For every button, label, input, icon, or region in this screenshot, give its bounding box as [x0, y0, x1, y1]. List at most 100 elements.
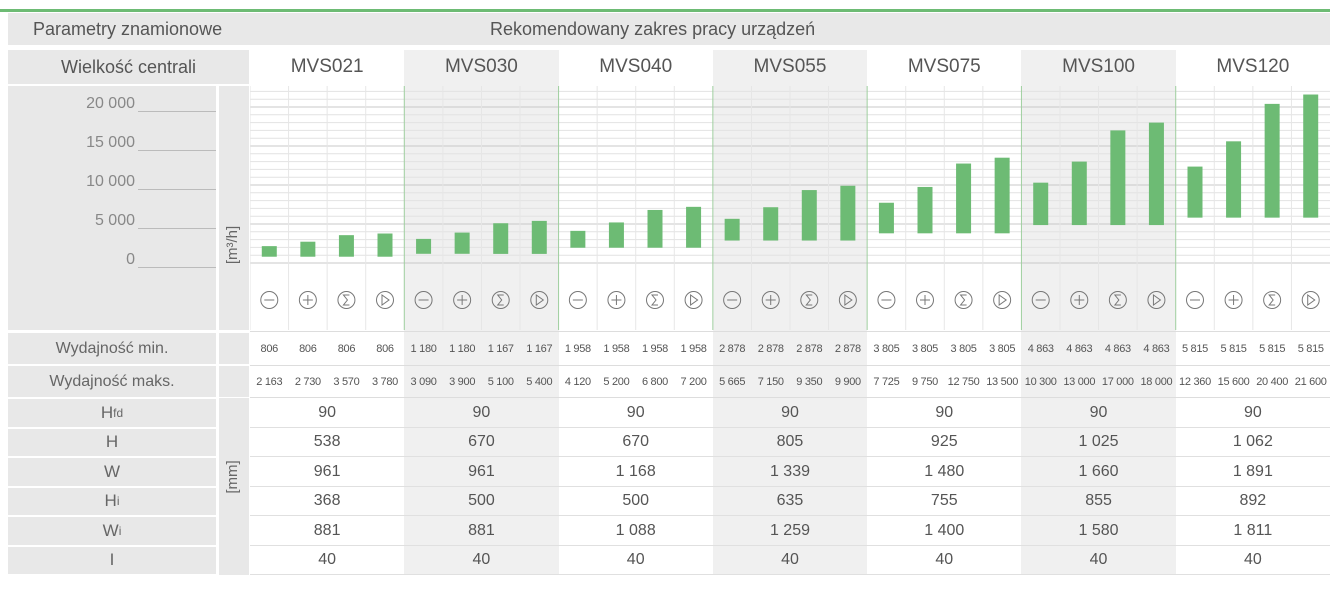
- y-tick-line: [138, 150, 216, 151]
- max-capacity-value: 3 900: [449, 375, 476, 388]
- dim-value: 961: [404, 457, 559, 487]
- min-capacity-value: 1 958: [603, 342, 630, 355]
- chart-unit-label: [m³/h]: [224, 225, 241, 265]
- header-left-title: Parametry znamionowe: [8, 13, 250, 45]
- minus-circle-icon: [1031, 291, 1050, 309]
- max-capacity-value: 5 200: [603, 375, 630, 388]
- min-capacity-value: 4 863: [1027, 342, 1054, 355]
- minus-circle-icon: [1186, 291, 1204, 309]
- dim-value: 368: [313, 492, 341, 510]
- dim-value: 90: [318, 403, 337, 421]
- minus-circle-icon: [414, 291, 433, 309]
- bar-MVS075-4: [994, 157, 1010, 234]
- min-capacity-value: 1 958: [641, 342, 668, 355]
- dim-value: 40: [626, 551, 645, 569]
- dims-unit-panel: [219, 398, 249, 575]
- max-capacity-value: 3 570: [333, 375, 360, 388]
- bar-MVS021-3: [338, 235, 354, 257]
- row-separator: [250, 331, 1330, 332]
- row-separator: [250, 544, 1330, 546]
- model-header: MVS055: [753, 56, 827, 77]
- model-header: MVS100: [1062, 56, 1135, 77]
- dim-value: 1 580: [1021, 516, 1176, 546]
- dim-value: 1 088: [615, 521, 656, 539]
- minus-circle-icon: [877, 291, 896, 309]
- bar-MVS100-1: [1033, 182, 1049, 226]
- max-capacity-value: 18 000: [1140, 375, 1173, 388]
- play-circle-icon: [684, 291, 703, 309]
- min-capacity-value: 806: [299, 342, 317, 355]
- max-capacity-value: 10 300: [1024, 375, 1057, 388]
- plus-circle-icon: [1224, 291, 1243, 309]
- dim-value: 1 025: [1021, 427, 1176, 457]
- row-separator: [250, 485, 1330, 487]
- max-capacity-value: 5 100: [487, 375, 514, 388]
- max-capacity-value: 2 163: [256, 375, 283, 388]
- min-capacity-value: 2 878: [796, 342, 823, 355]
- dim-value: 1 259: [712, 516, 868, 546]
- minus-circle-icon: [568, 291, 587, 309]
- min-capacity-unit-cell: [219, 333, 249, 364]
- dim-value: 670: [404, 427, 559, 457]
- max-capacity-value: 15 600: [1217, 375, 1250, 388]
- max-capacity-unit-cell: [219, 366, 249, 397]
- max-capacity-value: 20 400: [1256, 375, 1289, 388]
- min-capacity-value: 3 805: [989, 342, 1016, 355]
- model-header: MVS120: [1216, 56, 1290, 77]
- play-circle-icon: [993, 291, 1012, 309]
- header-right-title: Rekomendowany zakres pracy urządzeń: [250, 13, 1330, 45]
- bar-MVS055-3: [801, 190, 817, 241]
- y-axis-panel: [8, 86, 216, 330]
- min-capacity-value: 5 815: [1220, 342, 1247, 355]
- bar-MVS030-1: [416, 238, 432, 254]
- max-capacity-value: 5 665: [719, 375, 746, 388]
- min-capacity-value: 5 815: [1259, 342, 1286, 355]
- min-capacity-value: 1 180: [449, 342, 476, 355]
- dim-label: W: [8, 458, 216, 486]
- max-capacity-value: 3 780: [371, 375, 398, 388]
- bar-MVS030-4: [531, 220, 547, 254]
- bar-MVS040-3: [647, 209, 663, 248]
- model-header: MVS030: [444, 56, 518, 77]
- max-capacity-value: 9 900: [834, 375, 861, 388]
- max-capacity-value: 17 000: [1101, 375, 1134, 388]
- bar-MVS030-2: [454, 232, 470, 254]
- dim-value: 90: [1243, 403, 1262, 421]
- dim-label-main: W: [103, 461, 121, 481]
- bar-MVS055-4: [840, 185, 856, 241]
- plus-circle-icon: [761, 291, 780, 309]
- top-accent-line: [0, 9, 1330, 12]
- dim-value: 1 400: [924, 521, 965, 539]
- row-separator: [250, 574, 1330, 575]
- plus-circle-icon: [607, 291, 626, 309]
- bar-MVS021-2: [300, 241, 316, 257]
- sigma-circle-icon: [800, 291, 819, 309]
- max-capacity-value: 5 400: [526, 375, 553, 388]
- min-capacity-label: Wydajność min.: [8, 333, 216, 364]
- bar-MVS040-2: [608, 222, 624, 248]
- bar-MVS120-2: [1226, 141, 1242, 218]
- sigma-circle-icon: [1263, 291, 1282, 309]
- dim-value: 500: [622, 492, 650, 510]
- dim-label-main: I: [109, 550, 115, 570]
- dim-value: 90: [712, 398, 868, 428]
- minus-circle-icon: [260, 291, 279, 309]
- max-capacity-value: 9 350: [796, 375, 823, 388]
- y-tick-label: 10 000: [86, 173, 135, 190]
- bar-MVS100-3: [1110, 130, 1126, 226]
- dim-value: 538: [313, 433, 341, 451]
- dim-label-main: H: [104, 491, 117, 511]
- row-separator: [250, 426, 1330, 428]
- max-capacity-value: 7 200: [680, 375, 707, 388]
- min-capacity-value: 1 180: [410, 342, 437, 355]
- bar-MVS120-4: [1303, 94, 1319, 218]
- bar-MVS100-4: [1148, 122, 1164, 226]
- y-tick-line: [138, 228, 216, 229]
- y-tick-label: 0: [126, 251, 135, 268]
- dim-value: 40: [318, 551, 337, 569]
- y-tick-line: [138, 267, 216, 268]
- play-circle-icon: [376, 291, 394, 309]
- dim-value: 40: [712, 545, 868, 575]
